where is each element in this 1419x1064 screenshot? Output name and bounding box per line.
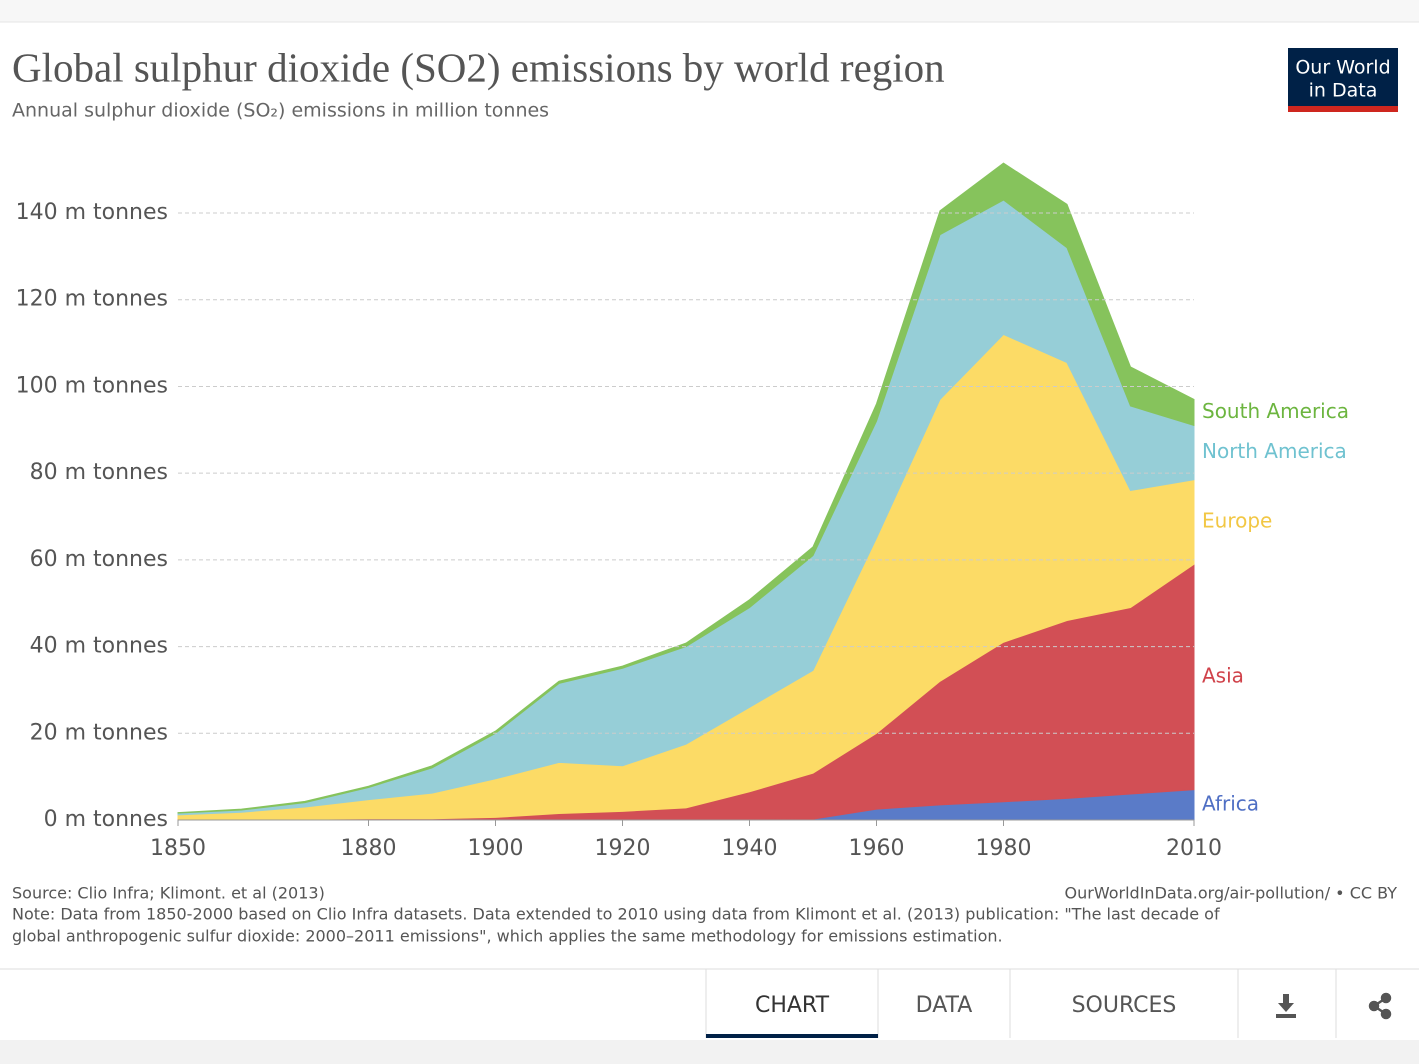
tab-sources[interactable]: SOURCES xyxy=(1072,993,1177,1018)
logo[interactable] xyxy=(1288,48,1398,112)
tab-chart[interactable]: CHART xyxy=(755,993,830,1018)
legend-label: Europe xyxy=(1202,508,1272,532)
area xyxy=(177,162,1195,814)
y-tick-label: 140 m tonnes xyxy=(16,200,168,225)
x-tick-label: 1880 xyxy=(341,836,397,861)
note: global anthropogenic sulfur dioxide: 200… xyxy=(12,927,1003,946)
tab-data[interactable]: DATA xyxy=(916,993,973,1018)
logo-bar xyxy=(1288,106,1398,112)
chart-subtitle: Annual sulphur dioxide (SO₂) emissions i… xyxy=(12,100,549,122)
y-tick-label: 40 m tonnes xyxy=(30,634,168,659)
legend-label: Africa xyxy=(1202,791,1259,815)
tab-active xyxy=(706,1034,878,1038)
y-tick-label: 80 m tonnes xyxy=(30,460,168,485)
legend-label: South America xyxy=(1202,399,1349,423)
share-icon[interactable] xyxy=(1368,992,1392,1020)
source: Source: Clio Infra; Klimont. et al (2013… xyxy=(12,884,325,903)
chart-title: Global sulphur dioxide (SO2) emissions b… xyxy=(12,44,945,90)
y-tick-label: 20 m tonnes xyxy=(30,720,168,745)
x-tick-label: 1920 xyxy=(595,836,651,861)
top-strip xyxy=(0,0,1419,22)
x-tick-label: 1980 xyxy=(976,836,1032,861)
download-icon[interactable] xyxy=(1276,994,1296,1018)
y-tick-label: 100 m tonnes xyxy=(16,373,168,398)
y-tick-label: 60 m tonnes xyxy=(30,547,168,572)
x-tick-label: 2010 xyxy=(1166,836,1222,861)
logo-text: Our World xyxy=(1295,57,1390,79)
x-tick-label: 1940 xyxy=(722,836,778,861)
y-tick-label: 120 m tonnes xyxy=(16,287,168,312)
x-tick-label: 1850 xyxy=(150,836,206,861)
plot: Africa Asia Europe North America South Ameri… xyxy=(16,162,1349,861)
url[interactable]: OurWorldInData.org/air-pollution/ • CC B… xyxy=(1065,884,1398,903)
logo-text: in Data xyxy=(1309,80,1378,102)
x-tick-label: 1900 xyxy=(468,836,524,861)
legend-label: Asia xyxy=(1202,663,1244,687)
x-tick-label: 1960 xyxy=(849,836,905,861)
y-tick-label: 0 m tonnes xyxy=(44,807,168,832)
legend-label: North America xyxy=(1202,439,1347,463)
bottom-strip xyxy=(0,1040,1419,1064)
note: Note: Data from 1850-2000 based on Clio … xyxy=(12,905,1220,924)
